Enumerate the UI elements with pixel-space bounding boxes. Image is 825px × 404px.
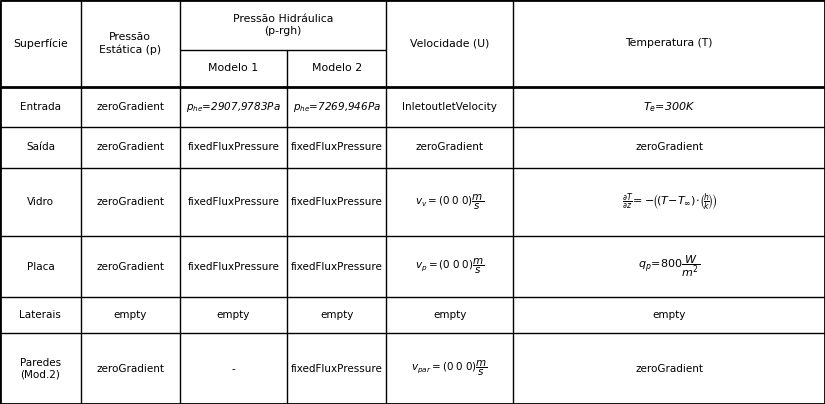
Text: Pressão
Estática (p): Pressão Estática (p) — [99, 32, 162, 55]
Text: Saída: Saída — [26, 143, 55, 152]
Text: Modelo 1: Modelo 1 — [209, 63, 258, 73]
Text: fixedFluxPressure: fixedFluxPressure — [187, 197, 280, 207]
Text: fixedFluxPressure: fixedFluxPressure — [290, 197, 383, 207]
Text: fixedFluxPressure: fixedFluxPressure — [290, 143, 383, 152]
Text: $\frac{\partial T}{\partial z}\!=\!-\!\!\left(\!(T\!-\!T_{\infty})\!\cdot\!\left: $\frac{\partial T}{\partial z}\!=\!-\!\!… — [621, 191, 717, 213]
Text: $v_{par}=(0\;0\;0)\dfrac{m}{s}$: $v_{par}=(0\;0\;0)\dfrac{m}{s}$ — [411, 359, 488, 378]
Text: Vidro: Vidro — [27, 197, 54, 207]
Text: Laterais: Laterais — [20, 310, 61, 320]
Text: Paredes
(Mod.2): Paredes (Mod.2) — [20, 358, 61, 379]
Text: fixedFluxPressure: fixedFluxPressure — [187, 143, 280, 152]
Text: $p_{he}$=2907,9783$Pa$: $p_{he}$=2907,9783$Pa$ — [186, 100, 280, 114]
Text: Placa: Placa — [26, 262, 54, 271]
Text: $T_e$=300$K$: $T_e$=300$K$ — [643, 100, 695, 114]
Text: InletoutletVelocity: InletoutletVelocity — [403, 102, 497, 112]
Text: Temperatura (T): Temperatura (T) — [625, 38, 713, 48]
Text: $v_v=(0\;0\;0)\dfrac{m}{s}$: $v_v=(0\;0\;0)\dfrac{m}{s}$ — [415, 192, 484, 212]
Text: Entrada: Entrada — [20, 102, 61, 112]
Text: zeroGradient: zeroGradient — [416, 143, 483, 152]
Text: zeroGradient: zeroGradient — [97, 143, 164, 152]
Text: empty: empty — [114, 310, 147, 320]
Text: empty: empty — [217, 310, 250, 320]
Text: $v_p=(0\;0\;0)\dfrac{m}{s}$: $v_p=(0\;0\;0)\dfrac{m}{s}$ — [415, 257, 484, 276]
Text: zeroGradient: zeroGradient — [97, 197, 164, 207]
Text: Pressão Hidráulica
(p-rgh): Pressão Hidráulica (p-rgh) — [233, 14, 333, 36]
Text: empty: empty — [320, 310, 353, 320]
Text: Velocidade (U): Velocidade (U) — [410, 38, 489, 48]
Text: $q_p\!=\!800\dfrac{W}{m^2}$: $q_p\!=\!800\dfrac{W}{m^2}$ — [638, 254, 700, 279]
Text: $p_{he}$=7269,946$Pa$: $p_{he}$=7269,946$Pa$ — [293, 100, 380, 114]
Text: zeroGradient: zeroGradient — [97, 262, 164, 271]
Text: fixedFluxPressure: fixedFluxPressure — [187, 262, 280, 271]
Text: zeroGradient: zeroGradient — [635, 143, 703, 152]
Text: Superfície: Superfície — [13, 38, 68, 48]
Text: Modelo 2: Modelo 2 — [312, 63, 361, 73]
Text: empty: empty — [433, 310, 466, 320]
Text: empty: empty — [653, 310, 686, 320]
Text: -: - — [232, 364, 235, 374]
Text: zeroGradient: zeroGradient — [635, 364, 703, 374]
Text: zeroGradient: zeroGradient — [97, 364, 164, 374]
Text: zeroGradient: zeroGradient — [97, 102, 164, 112]
Text: fixedFluxPressure: fixedFluxPressure — [290, 262, 383, 271]
Text: fixedFluxPressure: fixedFluxPressure — [290, 364, 383, 374]
